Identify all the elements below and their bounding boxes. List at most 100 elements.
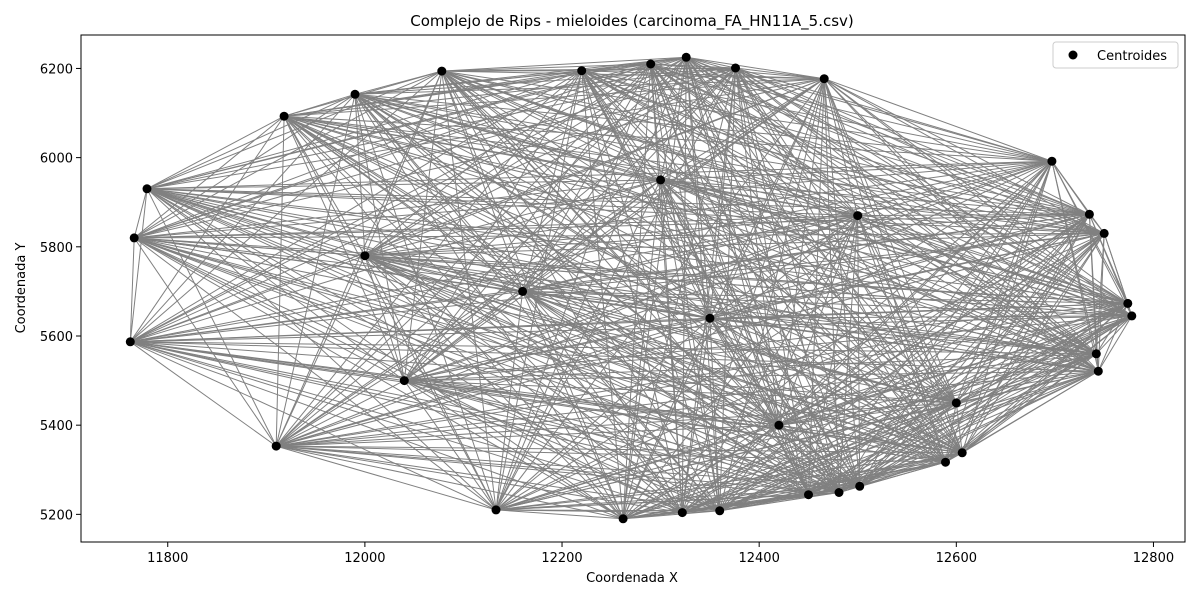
edge-line bbox=[660, 179, 1128, 304]
edge-line bbox=[364, 255, 840, 493]
x-tick-label: 12800 bbox=[1133, 551, 1174, 566]
y-tick-label: 5400 bbox=[40, 419, 73, 434]
edge-line bbox=[681, 67, 736, 513]
edge-line bbox=[945, 402, 957, 463]
edge-line bbox=[778, 402, 957, 426]
edge-line bbox=[275, 255, 366, 447]
edge-line bbox=[146, 93, 356, 190]
chart-title: Complejo de Rips - mieloides (carcinoma_… bbox=[410, 12, 854, 31]
y-axis-label: Coordenada Y bbox=[14, 243, 29, 334]
edge-line bbox=[354, 94, 366, 256]
edge-line bbox=[364, 70, 583, 257]
edge-line bbox=[404, 380, 946, 463]
edge-line bbox=[660, 179, 1097, 355]
edge-line bbox=[404, 380, 683, 514]
edge-line bbox=[709, 317, 946, 463]
edge-line bbox=[404, 380, 720, 512]
edge-line bbox=[955, 161, 1053, 404]
edge-line bbox=[581, 70, 662, 181]
edge-line bbox=[955, 402, 963, 453]
x-tick-label: 12200 bbox=[541, 551, 582, 566]
edge-line bbox=[522, 215, 858, 292]
edge-line bbox=[130, 341, 497, 511]
edge-line bbox=[404, 380, 624, 520]
edge-line bbox=[130, 341, 405, 382]
edge-line bbox=[130, 63, 651, 343]
edge-line bbox=[961, 315, 1133, 454]
edge-line bbox=[660, 179, 840, 493]
edge-line bbox=[857, 215, 1097, 355]
edge-line bbox=[778, 424, 963, 454]
edge-line bbox=[808, 315, 1133, 496]
plot-frame bbox=[80, 34, 1186, 543]
edge-line bbox=[404, 380, 963, 454]
edge-line bbox=[522, 63, 652, 292]
legend-label: Centroides bbox=[1097, 49, 1167, 64]
edge-line bbox=[709, 302, 1128, 319]
edge-line bbox=[495, 509, 624, 520]
edge-line bbox=[824, 78, 1053, 162]
edge-line bbox=[364, 70, 443, 256]
edge-line bbox=[146, 188, 1090, 215]
edge-line bbox=[660, 179, 963, 454]
edge-line bbox=[133, 115, 285, 239]
edge-line bbox=[685, 56, 1133, 317]
edge-line bbox=[857, 215, 1128, 304]
edge-line bbox=[660, 78, 825, 181]
edge-line bbox=[364, 255, 405, 381]
edge-line bbox=[403, 70, 583, 381]
edge-line bbox=[134, 179, 661, 239]
edge-line bbox=[522, 67, 736, 292]
edge-line bbox=[522, 290, 780, 426]
edge-line bbox=[955, 233, 1105, 404]
edge-line bbox=[735, 67, 861, 487]
edge-line bbox=[130, 341, 779, 426]
points-layer bbox=[125, 52, 1137, 524]
edge-line bbox=[354, 93, 963, 454]
edge-line bbox=[685, 57, 861, 487]
y-tick-label: 5600 bbox=[40, 330, 73, 345]
edge-line bbox=[130, 341, 809, 496]
edges-layer bbox=[129, 56, 1133, 520]
edge-line bbox=[1097, 233, 1105, 372]
edge-line bbox=[283, 115, 523, 292]
y-tick-label: 6000 bbox=[40, 152, 73, 167]
edge-line bbox=[956, 302, 1129, 404]
edge-line bbox=[857, 213, 1090, 217]
edge-line bbox=[735, 67, 780, 426]
edge-line bbox=[859, 213, 1090, 487]
edge-line bbox=[403, 380, 497, 511]
centroid-point bbox=[705, 313, 715, 323]
edge-line bbox=[581, 70, 825, 80]
edge-line bbox=[404, 315, 1132, 382]
edge-line bbox=[709, 317, 809, 495]
centroid-point bbox=[951, 398, 961, 408]
edge-line bbox=[660, 179, 946, 463]
edge-line bbox=[364, 78, 825, 257]
edge-line bbox=[735, 67, 825, 80]
edge-line bbox=[522, 160, 1053, 292]
y-tick-label: 5200 bbox=[40, 508, 73, 523]
edge-line bbox=[354, 93, 711, 319]
edge-line bbox=[275, 116, 285, 447]
edge-line bbox=[146, 188, 720, 512]
edge-line bbox=[857, 215, 1099, 372]
edge-line bbox=[364, 255, 1128, 304]
edge-line bbox=[364, 255, 809, 496]
edge-line bbox=[650, 63, 1090, 215]
centroid-point bbox=[853, 211, 863, 221]
edge-line bbox=[364, 67, 736, 257]
edge-line bbox=[961, 370, 1099, 454]
edge-line bbox=[857, 215, 957, 404]
edge-line bbox=[283, 115, 366, 256]
edge-line bbox=[441, 70, 825, 80]
edge-line bbox=[283, 115, 963, 454]
edge-line bbox=[283, 115, 405, 381]
edge-line bbox=[778, 315, 1132, 426]
edge-line bbox=[660, 179, 780, 426]
edge-line bbox=[404, 213, 1090, 382]
centroid-point bbox=[677, 508, 687, 518]
edge-line bbox=[857, 215, 1132, 317]
edge-line bbox=[364, 255, 780, 426]
edge-line bbox=[581, 56, 687, 72]
